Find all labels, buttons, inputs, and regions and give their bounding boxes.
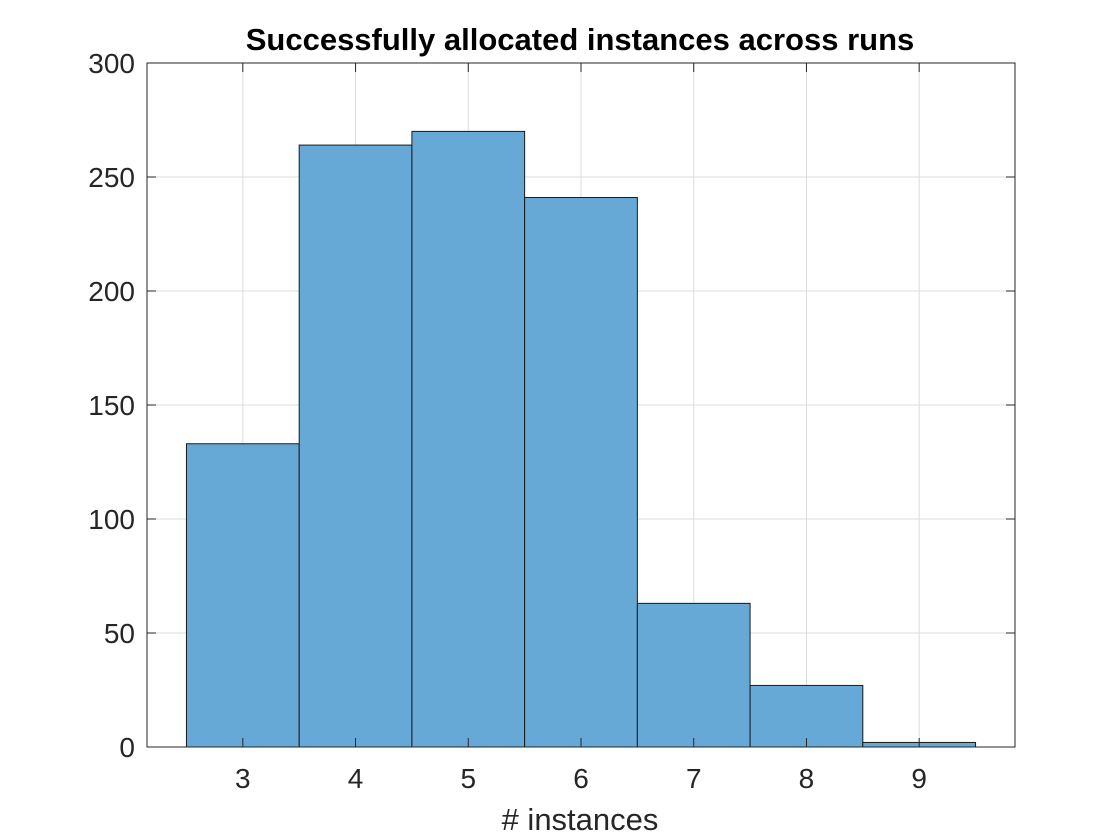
tick-marks (147, 62, 1015, 748)
x-tick-label: 4 (348, 763, 364, 794)
histogram-bar-3 (185, 443, 300, 748)
histogram-bar-4 (298, 144, 413, 748)
x-tick-label: 8 (799, 763, 815, 794)
y-tick-label: 300 (88, 48, 135, 79)
y-tick-label: 200 (88, 276, 135, 307)
chart-title: Successfully allocated instances across … (246, 22, 915, 57)
histogram-bar-7 (636, 602, 751, 748)
x-tick-label: 9 (911, 763, 927, 794)
x-tick-label: 3 (235, 763, 251, 794)
histogram-bar-5 (411, 130, 526, 748)
histogram-bar-8 (749, 684, 864, 748)
y-tick-label: 0 (119, 732, 135, 763)
y-tick-label: 50 (104, 618, 135, 649)
y-tick-label: 150 (88, 390, 135, 421)
y-tick-labels: 0 50 100 150 200 250 300 (88, 48, 135, 763)
y-tick-label: 250 (88, 162, 135, 193)
bars (185, 130, 977, 748)
x-axis-label: # instances (502, 802, 659, 837)
x-tick-label: 6 (573, 763, 589, 794)
y-tick-label: 100 (88, 504, 135, 535)
x-tick-label: 7 (686, 763, 702, 794)
x-tick-label: 5 (460, 763, 476, 794)
x-tick-labels: 3 4 5 6 7 8 9 (235, 763, 927, 794)
histogram-bar-6 (524, 197, 638, 748)
